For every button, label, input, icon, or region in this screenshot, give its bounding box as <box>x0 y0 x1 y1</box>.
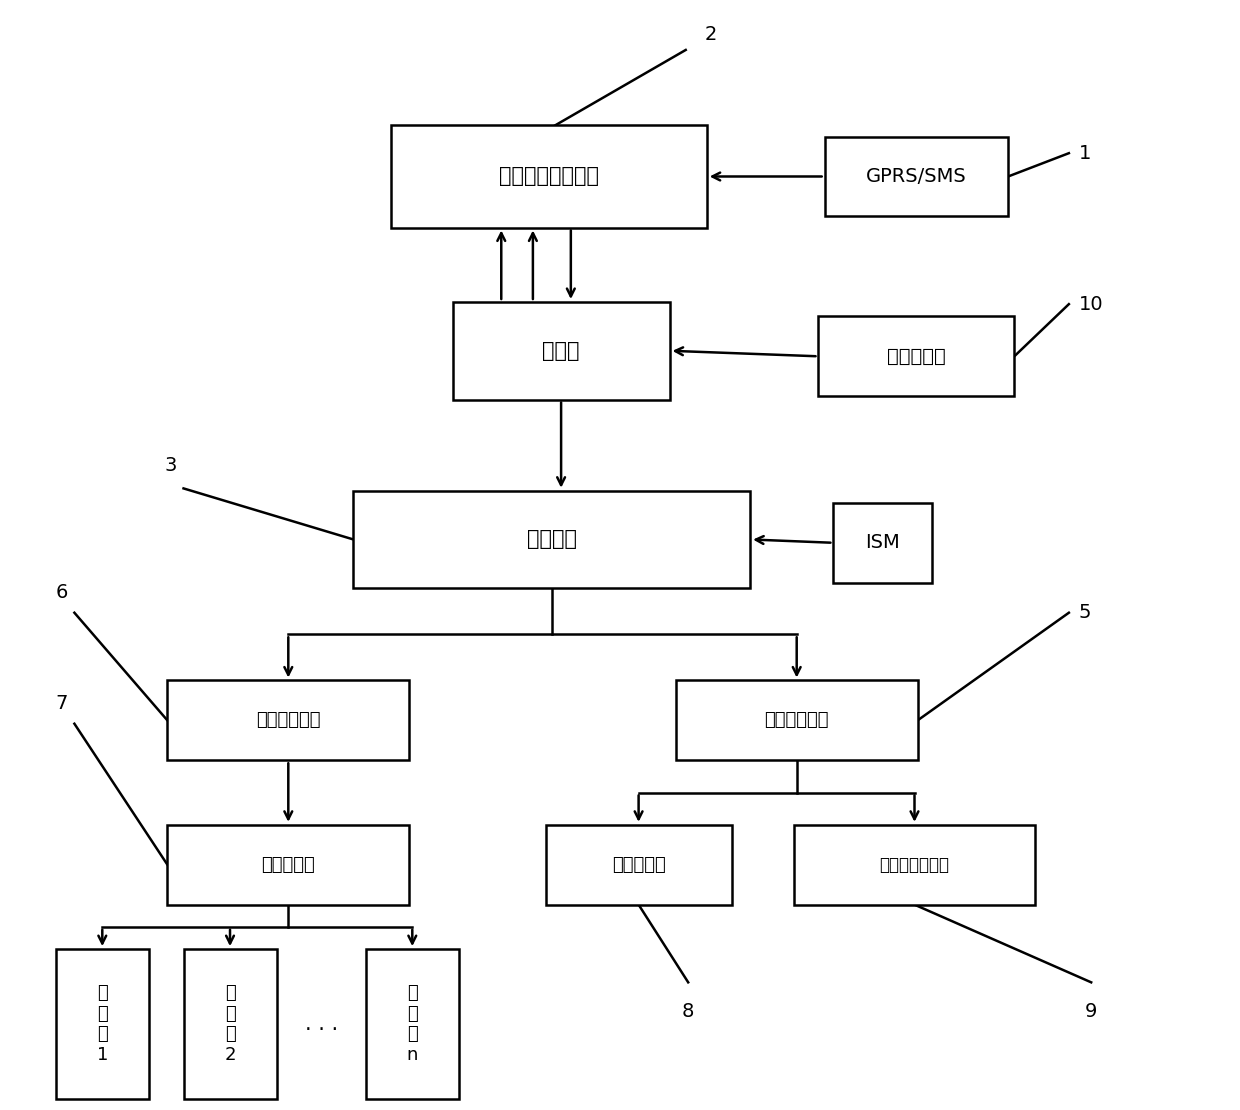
Text: 自
然
村
1: 自 然 村 1 <box>97 983 108 1064</box>
Text: 户外预警信息屏: 户外预警信息屏 <box>879 856 950 874</box>
Text: 8: 8 <box>682 1002 694 1021</box>
Bar <box>453 302 670 400</box>
Text: 自
然
村
2: 自 然 村 2 <box>224 983 236 1064</box>
Text: GPRS/SMS: GPRS/SMS <box>866 166 967 186</box>
Text: 入户预警终端: 入户预警终端 <box>255 712 321 729</box>
Text: 9: 9 <box>1085 1002 1097 1021</box>
Bar <box>353 491 750 588</box>
Bar <box>676 680 918 760</box>
Bar <box>833 503 932 583</box>
Bar <box>825 137 1008 216</box>
Text: . . .: . . . <box>305 1013 337 1035</box>
Text: 1: 1 <box>1079 143 1091 163</box>
Bar <box>818 316 1014 396</box>
Text: 县级监测预警平台: 县级监测预警平台 <box>498 166 599 186</box>
Bar <box>794 825 1035 905</box>
Text: 3: 3 <box>165 456 177 475</box>
Text: 5: 5 <box>1079 603 1091 623</box>
Text: 10: 10 <box>1079 294 1104 314</box>
Text: 监测站: 监测站 <box>542 341 580 361</box>
Bar <box>167 825 409 905</box>
Text: 2: 2 <box>704 26 717 44</box>
Text: 预警终端: 预警终端 <box>527 529 577 549</box>
Bar <box>546 825 732 905</box>
Bar <box>391 125 707 228</box>
Bar <box>56 949 149 1099</box>
Bar <box>167 680 409 760</box>
Bar <box>184 949 277 1099</box>
Text: 户外报警器: 户外报警器 <box>611 856 666 874</box>
Text: 入户报警器: 入户报警器 <box>262 856 315 874</box>
Text: 7: 7 <box>56 694 68 713</box>
Text: ISM: ISM <box>866 533 900 553</box>
Text: 自
然
村
n: 自 然 村 n <box>407 983 418 1064</box>
Text: 户外预警终端: 户外预警终端 <box>764 712 830 729</box>
Bar <box>366 949 459 1099</box>
Text: 无线中继站: 无线中继站 <box>887 346 946 366</box>
Text: 6: 6 <box>56 583 68 602</box>
